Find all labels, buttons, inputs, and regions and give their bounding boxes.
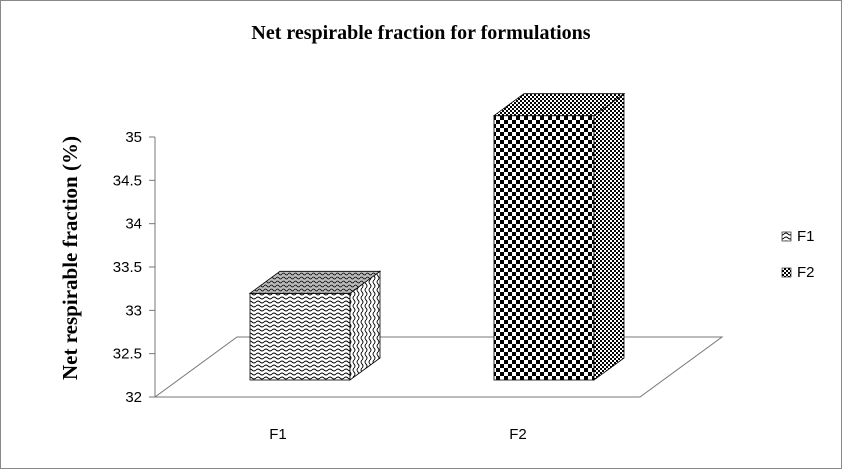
y-tick-label: 33 — [125, 302, 142, 319]
x-tick-label: F2 — [509, 426, 527, 443]
bar-f2 — [492, 92, 626, 381]
chart-floor — [153, 336, 724, 398]
bar-f1 — [248, 270, 382, 381]
legend-swatch — [781, 267, 792, 278]
y-axis-label: Net respirable fraction (%) — [58, 136, 82, 380]
legend-label: F1 — [797, 228, 815, 245]
legend-swatch — [781, 231, 792, 242]
x-tick-labels: F1 F2 — [269, 426, 527, 443]
y-tick-label: 34.5 — [113, 172, 142, 189]
legend: F1 F2 — [781, 228, 815, 281]
legend-item: F1 — [781, 228, 815, 245]
legend-label: F2 — [797, 264, 815, 281]
chart-title: Net respirable fraction for formulations — [251, 22, 590, 44]
x-tick-label: F1 — [269, 426, 287, 443]
legend-item: F2 — [781, 264, 815, 281]
y-tick-label: 34 — [125, 216, 142, 233]
y-ticks: 32 32.5 33 33.5 34 34.5 35 — [113, 129, 155, 406]
y-tick-label: 32.5 — [113, 346, 142, 363]
y-tick-label: 32 — [125, 389, 142, 406]
y-tick-label: 33.5 — [113, 259, 142, 276]
bars — [248, 92, 626, 381]
y-tick-label: 35 — [125, 129, 142, 146]
